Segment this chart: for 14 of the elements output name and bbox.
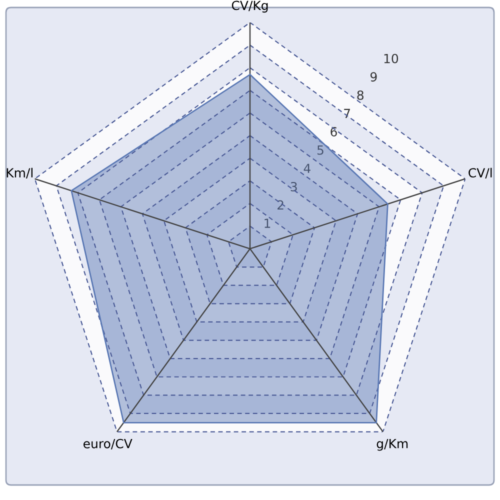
spoke-label: g/Km — [376, 439, 408, 451]
spoke-label: euro/CV — [84, 438, 132, 450]
y-tick-label: 8 — [357, 90, 364, 100]
y-tick-label: 10 — [384, 54, 398, 64]
y-tick-label: 4 — [304, 164, 310, 173]
spoke-label: CV/l — [468, 168, 492, 179]
y-tick-label: 6 — [330, 127, 337, 137]
spoke-label: CV/Kg — [232, 0, 268, 13]
y-tick-label: 3 — [290, 182, 297, 192]
y-tick-label: 7 — [344, 108, 350, 118]
spoke-label: Km/l — [6, 168, 32, 179]
y-tick-label: 1 — [264, 218, 270, 228]
y-tick-label: 9 — [370, 72, 377, 82]
y-tick-label: 5 — [317, 146, 324, 155]
